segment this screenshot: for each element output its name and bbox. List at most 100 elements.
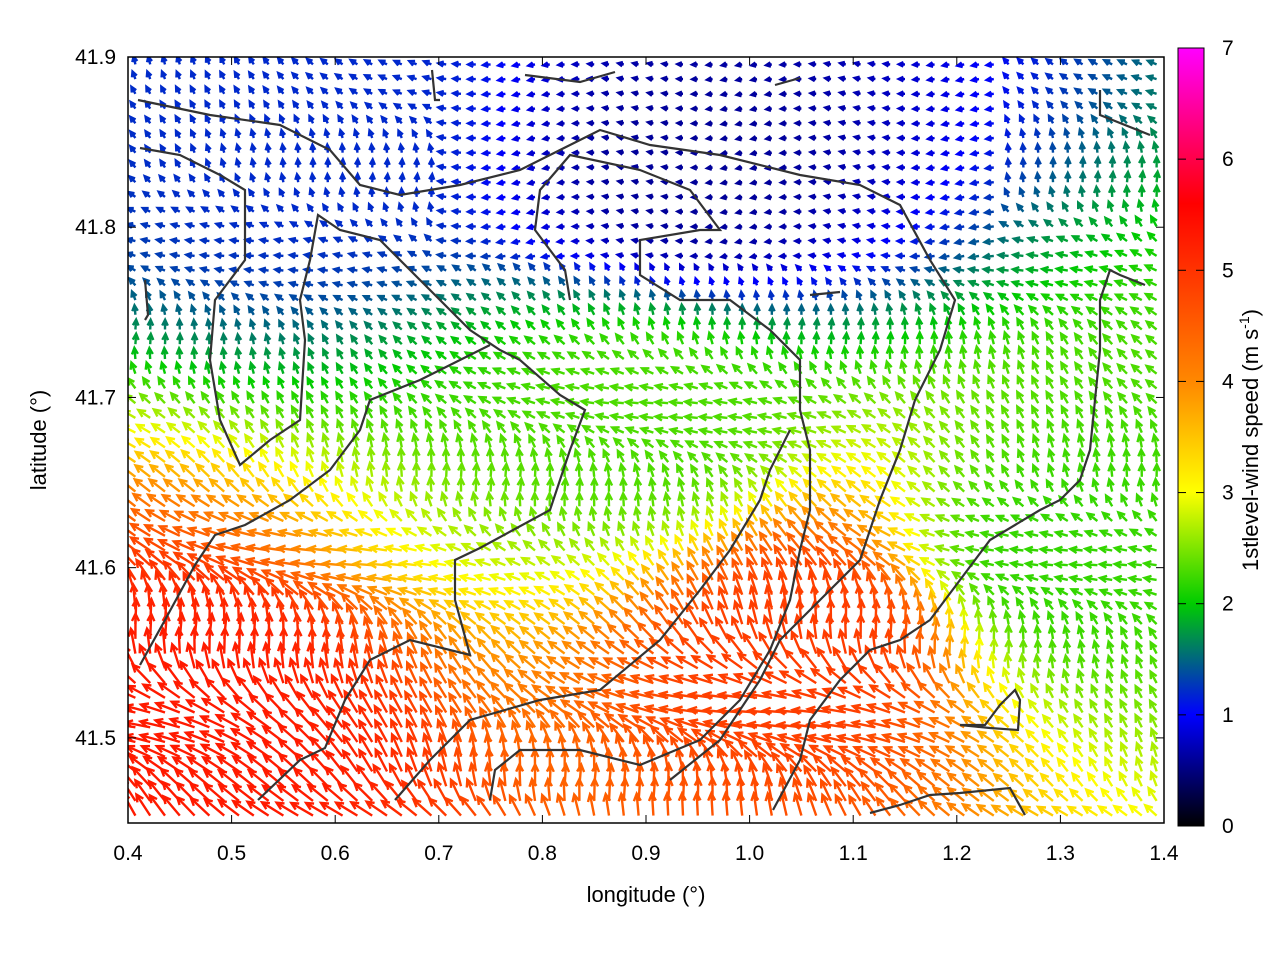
wind-arrow — [1075, 683, 1084, 699]
wind-arrow — [1017, 99, 1025, 110]
wind-arrow — [518, 612, 536, 626]
wind-arrow — [282, 493, 299, 508]
wind-arrow — [588, 275, 596, 286]
wind-arrow — [435, 335, 447, 346]
wind-arrow — [659, 164, 669, 171]
wind-arrow — [319, 219, 329, 228]
wind-arrow — [480, 134, 491, 142]
wind-arrow — [837, 60, 847, 68]
wind-arrow — [910, 105, 920, 113]
wind-arrow — [388, 508, 403, 522]
wind-arrow — [245, 204, 255, 213]
wind-arrow — [874, 781, 892, 802]
wind-arrow — [1029, 597, 1040, 611]
wind-arrow — [434, 350, 447, 360]
wind-arrow — [1016, 404, 1025, 419]
wind-arrow — [145, 68, 153, 80]
wind-arrow — [902, 555, 921, 567]
wind-arrow — [900, 681, 921, 699]
wind-arrow — [859, 494, 877, 508]
wind-arrow — [391, 363, 403, 375]
wind-arrow — [653, 426, 669, 435]
wind-arrow — [568, 333, 581, 346]
wind-arrow — [481, 419, 492, 434]
wind-arrow — [909, 208, 920, 216]
wind-arrow — [717, 673, 743, 685]
wind-arrow — [495, 61, 506, 69]
wind-arrow — [632, 461, 642, 478]
wind-arrow — [988, 650, 998, 669]
wind-arrow — [257, 251, 269, 260]
wind-arrow — [895, 278, 906, 287]
wind-arrow — [350, 475, 359, 493]
wind-arrow — [587, 447, 596, 463]
wind-arrow — [449, 350, 462, 360]
wind-arrow — [922, 661, 936, 684]
wind-arrow — [424, 490, 434, 507]
wind-arrow — [645, 164, 654, 171]
wind-arrow — [658, 450, 670, 463]
wind-arrow — [717, 585, 729, 610]
wind-arrow — [258, 221, 270, 229]
wind-arrow — [733, 504, 744, 522]
wind-arrow — [654, 366, 669, 375]
wind-arrow — [615, 222, 625, 230]
wind-arrow — [1134, 698, 1143, 714]
wind-arrow — [1016, 666, 1026, 684]
wind-arrow — [338, 141, 346, 153]
wind-arrow — [731, 615, 744, 640]
wind-arrow — [693, 262, 700, 272]
wind-arrow — [200, 206, 211, 214]
wind-arrow — [630, 90, 639, 97]
wind-arrow — [230, 292, 240, 301]
wind-arrow — [145, 345, 154, 360]
wind-arrow — [144, 508, 166, 523]
wind-arrow — [405, 294, 418, 302]
wind-arrow — [1030, 86, 1040, 95]
wind-arrow — [1143, 292, 1158, 302]
wind-arrow — [392, 234, 403, 243]
wind-arrow — [697, 427, 713, 436]
wind-arrow — [475, 623, 492, 640]
wind-arrow — [990, 804, 1010, 817]
wind-arrow — [128, 626, 137, 654]
wind-arrow — [621, 622, 640, 640]
wind-arrow — [365, 418, 374, 434]
wind-arrow — [1032, 609, 1041, 625]
wind-arrow — [604, 639, 625, 655]
wind-arrow — [400, 779, 418, 802]
wind-arrow — [807, 164, 817, 171]
wind-arrow — [200, 390, 211, 404]
wind-arrow — [657, 348, 670, 360]
wind-arrow — [895, 75, 906, 83]
wind-arrow — [335, 361, 344, 375]
wind-arrow — [319, 306, 329, 316]
wind-arrow — [189, 128, 197, 139]
wind-arrow — [420, 335, 433, 346]
wind-arrow — [723, 275, 730, 286]
wind-arrow — [765, 345, 774, 360]
wind-arrow — [1144, 364, 1158, 375]
wind-arrow — [1040, 742, 1054, 758]
wind-arrow — [365, 114, 374, 125]
wind-arrow — [249, 331, 257, 345]
wind-arrow — [663, 725, 684, 743]
wind-arrow — [1102, 101, 1113, 110]
wind-arrow — [317, 294, 329, 302]
wind-arrow — [734, 135, 743, 142]
wind-arrow — [530, 684, 551, 699]
wind-arrow — [968, 179, 980, 187]
wind-arrow — [394, 490, 403, 507]
wind-arrow — [278, 113, 286, 124]
wind-arrow — [450, 89, 462, 98]
wind-arrow — [623, 398, 639, 407]
wind-arrow — [719, 149, 728, 157]
wind-arrow — [1092, 461, 1101, 477]
wind-arrow — [1058, 217, 1069, 228]
wind-arrow — [1134, 740, 1144, 758]
wind-arrow — [873, 663, 892, 684]
wind-arrow — [836, 686, 862, 699]
wind-arrow — [1046, 462, 1055, 478]
wind-arrow — [234, 346, 243, 360]
wind-arrow — [970, 404, 980, 419]
